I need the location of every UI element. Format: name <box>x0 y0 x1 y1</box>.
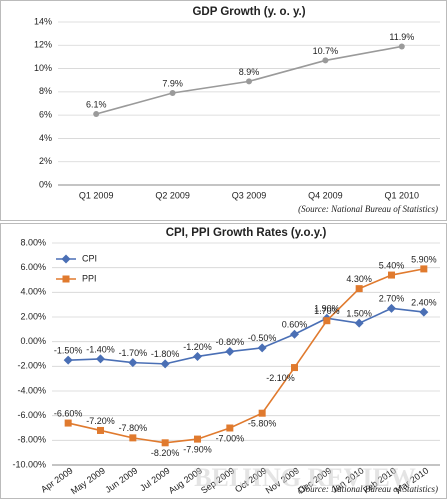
y-tick-label: -6.00% <box>17 410 46 420</box>
x-tick-label: Jun 2009 <box>103 465 139 494</box>
data-label: 5.90% <box>411 254 437 264</box>
chart-title: CPI, PPI Growth Rates (y.o.y.) <box>166 227 327 239</box>
data-point <box>63 355 73 365</box>
x-tick-label: Q1 2009 <box>79 190 114 200</box>
data-label: -5.80% <box>248 419 277 429</box>
y-tick-label: -10.00% <box>12 459 46 469</box>
y-tick-label: -8.00% <box>17 435 46 445</box>
data-point <box>387 303 396 313</box>
source-note: (Source: National Bureau of Statistics) <box>298 484 438 494</box>
frame <box>0 0 447 221</box>
data-label: 6.1% <box>86 99 107 109</box>
y-tick-label: -4.00% <box>17 385 46 395</box>
data-point <box>246 78 252 85</box>
data-point <box>194 435 201 443</box>
data-label: 5.40% <box>379 260 405 270</box>
data-label: -7.80% <box>119 423 148 433</box>
legend-marker <box>61 254 71 264</box>
data-label: -7.20% <box>86 416 115 426</box>
y-tick-label: 8% <box>39 86 52 96</box>
y-tick-label: 4.00% <box>20 287 46 297</box>
data-label: 2.40% <box>411 297 437 307</box>
data-label: -0.80% <box>216 337 245 347</box>
data-point <box>128 358 138 368</box>
y-tick-label: 0.00% <box>20 336 46 346</box>
chart-title: GDP Growth (y. o. y.) <box>192 6 305 18</box>
y-tick-label: 8.00% <box>20 237 46 247</box>
data-point <box>257 343 267 353</box>
data-point <box>129 434 137 442</box>
data-point <box>226 424 234 432</box>
data-point <box>161 439 169 447</box>
x-tick-label: Q4 2009 <box>308 190 343 200</box>
y-tick-label: 6.00% <box>20 262 46 272</box>
data-point <box>97 426 104 434</box>
data-point <box>354 318 364 328</box>
data-label: -8.20% <box>151 448 180 458</box>
data-label: -1.70% <box>119 348 148 358</box>
data-point <box>96 354 105 364</box>
y-tick-label: -2.00% <box>17 361 46 371</box>
x-tick-label: Q3 2009 <box>232 190 267 200</box>
source-note: (Source: National Bureau of Statistics) <box>298 204 438 214</box>
y-tick-label: 2% <box>39 156 52 166</box>
series-line <box>68 307 424 365</box>
watermark: BEIJING REVIEW <box>194 463 416 492</box>
data-label: 1.50% <box>346 309 372 319</box>
data-point <box>169 90 176 97</box>
data-label: -1.50% <box>54 346 83 356</box>
data-point <box>193 351 202 361</box>
data-label: -7.00% <box>216 433 245 443</box>
data-label: 10.7% <box>313 46 339 56</box>
legend-label: PPI <box>82 273 97 283</box>
data-label: 0.60% <box>282 320 308 330</box>
data-point <box>93 110 100 117</box>
data-point <box>323 317 331 325</box>
series-line <box>67 268 424 444</box>
data-label: -0.50% <box>248 333 277 343</box>
y-tick-label: 14% <box>34 16 52 26</box>
data-label: 1.90% <box>314 304 340 314</box>
data-point <box>355 285 363 293</box>
data-label: 11.9% <box>389 32 414 42</box>
data-point <box>388 271 395 279</box>
data-label: -2.10% <box>266 373 295 383</box>
data-point <box>322 57 329 64</box>
data-point <box>420 265 428 273</box>
data-label: -1.20% <box>183 342 212 352</box>
x-tick-label: May 2009 <box>69 465 107 496</box>
data-point <box>64 419 72 427</box>
data-point <box>419 307 429 317</box>
y-tick-label: 10% <box>34 63 52 73</box>
data-label: 8.9% <box>239 67 260 77</box>
data-point <box>398 43 405 50</box>
data-label: 1.70% <box>314 306 340 316</box>
data-label: 4.30% <box>346 274 372 284</box>
y-tick-label: 4% <box>39 133 52 143</box>
data-label: 2.70% <box>379 294 405 304</box>
y-tick-label: 6% <box>39 110 52 120</box>
y-tick-label: 12% <box>34 40 52 50</box>
data-point <box>160 359 170 369</box>
data-label: -1.80% <box>151 349 180 359</box>
x-tick-label: Q1 2010 <box>385 190 420 200</box>
data-point <box>290 329 299 339</box>
x-tick-label: Q2 2009 <box>155 190 190 200</box>
legend-marker <box>62 275 70 283</box>
data-point <box>258 409 266 417</box>
data-point <box>225 347 235 357</box>
data-point <box>291 364 298 372</box>
y-tick-label: 2.00% <box>20 311 46 321</box>
data-label: -7.90% <box>183 444 212 454</box>
data-label: -1.40% <box>86 344 115 354</box>
data-label: 7.9% <box>162 78 183 88</box>
data-label: -6.60% <box>54 408 83 418</box>
legend-label: CPI <box>82 253 97 263</box>
y-tick-label: 0% <box>39 179 52 189</box>
